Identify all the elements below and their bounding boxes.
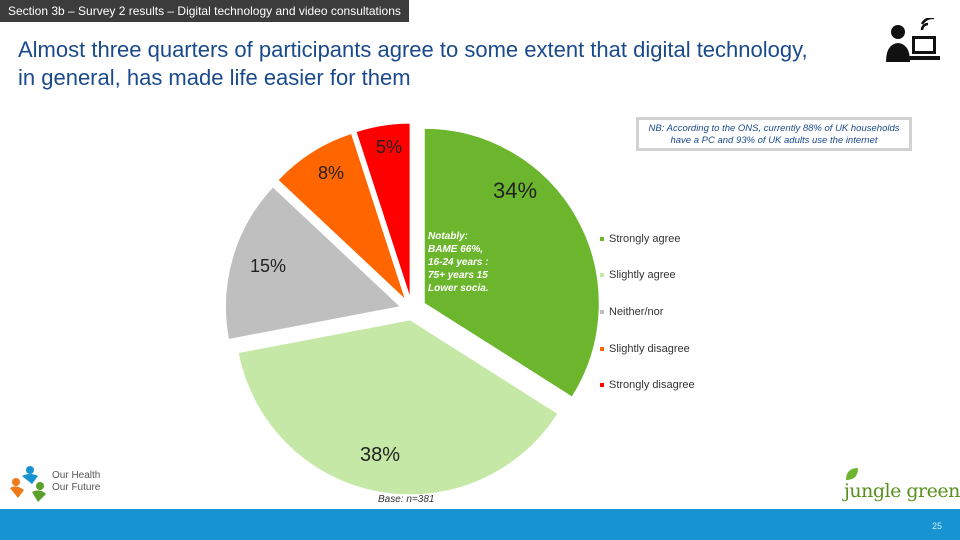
legend-label: Slightly disagree — [609, 343, 690, 355]
ohof-line: Our Health — [52, 470, 101, 481]
footer-bar: 25 — [0, 509, 960, 540]
page-number: 25 — [931, 521, 942, 531]
base-note: Base: n=381 — [378, 494, 435, 505]
legend-swatch — [600, 273, 604, 278]
notably-line: 75+ years 15 — [428, 270, 488, 281]
pie-slice-neither-nor — [224, 186, 402, 341]
legend-item-strongly-agree: Strongly agree — [600, 233, 681, 245]
legend-label: Slightly agree — [609, 269, 676, 281]
legend-label: Strongly disagree — [609, 379, 695, 391]
our-health-our-future-logo: Our Health Our Future — [8, 464, 118, 506]
page-title: Almost three quarters of participants ag… — [18, 37, 808, 90]
pie-slice-strongly-disagree — [355, 122, 411, 299]
pie-slice-slightly-agree — [237, 319, 559, 496]
section-tag: Section 3b – Survey 2 results – Digital … — [0, 0, 409, 22]
legend-swatch — [600, 347, 604, 352]
person-computer-icon — [886, 18, 940, 62]
slice-label-strongly-disagree: 5% — [376, 137, 403, 157]
pie-slice-strongly-agree — [423, 127, 600, 398]
legend-swatch — [600, 310, 604, 315]
jungle-green-logo: jungle green — [842, 464, 960, 504]
legend-item-neither-nor: Neither/nor — [600, 306, 663, 318]
notably-line: BAME 66%, — [428, 244, 484, 255]
slice-label-neither-nor: 15% — [250, 256, 287, 276]
legend-label: Neither/nor — [609, 306, 664, 318]
notably-callout: Notably: BAME 66%, 16-24 years : 75+ yea… — [428, 230, 498, 298]
ohof-line: Our Future — [52, 482, 101, 493]
legend-label: Strongly agree — [609, 233, 681, 245]
legend-item-strongly-disagree: Strongly disagree — [600, 379, 695, 391]
legend-item-slightly-agree: Slightly agree — [600, 269, 676, 281]
slice-label-slightly-disagree: 8% — [318, 163, 345, 183]
notably-line: Lower socia. — [428, 283, 489, 294]
slice-label-strongly-agree: 34% — [493, 178, 538, 203]
ohof-text: Our Health Our Future — [52, 470, 100, 494]
legend-item-slightly-disagree: Slightly disagree — [600, 343, 690, 355]
notably-line: Notably: — [428, 231, 468, 242]
people-logo-icon — [10, 466, 46, 502]
legend-swatch — [600, 383, 604, 388]
nb-note: NB: According to the ONS, currently 88% … — [636, 117, 912, 151]
jungle-green-text: jungle green — [844, 480, 960, 502]
slice-label-slightly-agree: 38% — [360, 444, 401, 466]
legend-swatch — [600, 237, 604, 242]
leaf-icon — [846, 468, 858, 480]
pie-slice-slightly-disagree — [277, 132, 407, 301]
notably-line: 16-24 years : — [428, 257, 489, 268]
